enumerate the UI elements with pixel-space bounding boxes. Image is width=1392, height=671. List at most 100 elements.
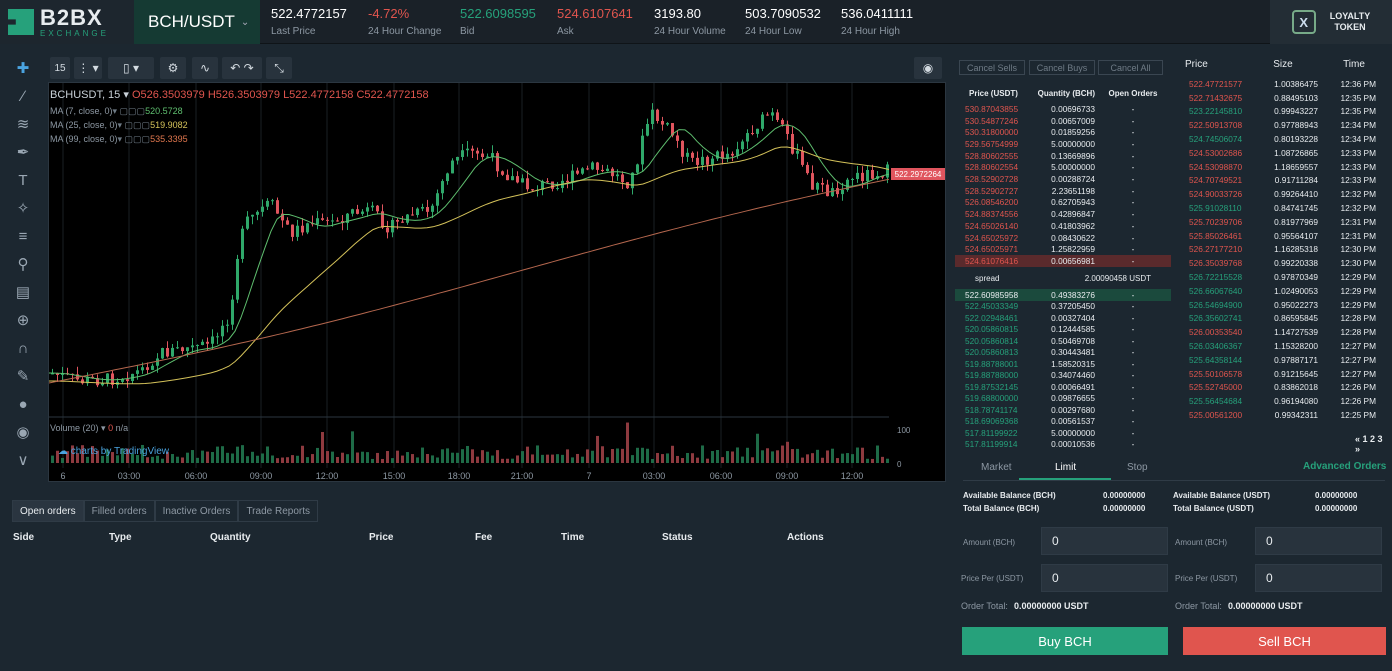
tab-trade-reports[interactable]: Trade Reports [238,500,318,522]
bid-row[interactable]: 522.60985958 0.49383276 - [955,289,1171,301]
tab-open-orders[interactable]: Open orders [12,500,84,522]
stat-4: 3193.80 24 Hour Volume [654,6,726,37]
ask-row[interactable]: 524.88374556 0.42896847 - [955,208,1171,220]
volume-bar [336,457,339,463]
interval-menu-icon[interactable]: ⋮ ▾ [74,57,102,79]
magnet-icon[interactable]: ∩ [17,339,29,357]
bid-row[interactable]: 519.88788001 1.58520315 - [955,358,1171,370]
tab-inactive-orders[interactable]: Inactive Orders [154,500,239,522]
candle-body [91,376,94,379]
buy-button[interactable]: Buy BCH [962,627,1168,655]
logo[interactable]: B2BX EXCHANGE [0,0,134,44]
bid-row[interactable]: 519.87532145 0.00066491 - [955,381,1171,393]
brush-icon[interactable]: ✒ [16,144,30,161]
ask-price: 528.52902728 [965,174,1019,185]
ma-menu-icon[interactable]: ▾ ▢▢▢ [117,119,151,130]
ask-row[interactable]: 524.65025972 0.08430622 - [955,232,1171,244]
sell-amount-input[interactable]: 0 [1255,527,1382,555]
camera-icon[interactable]: ◉ [914,57,942,79]
ask-row[interactable]: 528.52902727 2.23651198 - [955,185,1171,197]
tab-stop[interactable]: Stop [1127,462,1148,473]
bid-row[interactable]: 517.81199914 0.00010536 - [955,439,1171,451]
bid-row[interactable]: 520.05860814 0.50469708 - [955,335,1171,347]
candle-type-icon[interactable]: ▯ ▾ [108,57,154,79]
sell-button[interactable]: Sell BCH [1183,627,1386,655]
trade-price: 525.00561200 [1189,410,1243,421]
ask-row[interactable]: 530.87043855 0.00696733 - [955,103,1171,115]
volume-bar [206,451,209,463]
ma-menu-icon[interactable]: ▾ ▢▢▢ [117,133,151,144]
ask-row[interactable]: 528.52902728 0.00288724 - [955,173,1171,185]
trendline-icon[interactable]: ∕ [21,87,25,105]
trade-row: 526.54694900 0.95022273 12:29 PM [1175,298,1390,312]
bid-row[interactable]: 519.88788000 0.34074460 - [955,370,1171,382]
volume-bar [856,447,859,463]
cancel-sells-button[interactable]: Cancel Sells [959,60,1025,75]
buy-price-input[interactable]: 0 [1041,564,1168,592]
ask-row[interactable]: 530.54877246 0.00657009 - [955,115,1171,127]
tab-limit[interactable]: Limit [1055,462,1077,473]
buy-amount-input[interactable]: 0 [1041,527,1168,555]
spread-value: 2.00090458 USDT [1084,273,1151,283]
chevron-down-icon[interactable]: ▾ [123,89,129,101]
bid-row[interactable]: 518.69069368 0.00561537 - [955,416,1171,428]
indicator-icon[interactable]: ▤ [15,284,31,301]
ask-row[interactable]: 526.08546200 0.62705943 - [955,197,1171,209]
ask-row[interactable]: 530.31800000 0.01859256 - [955,126,1171,138]
ma-menu-icon[interactable]: ▾ ▢▢▢ [112,105,146,116]
interval-button[interactable]: 15 [50,57,70,79]
indicators-icon[interactable]: ∿ [192,57,218,79]
bid-row[interactable]: 518.78741174 0.00297680 - [955,404,1171,416]
ask-row[interactable]: 528.80602554 5.00000000 - [955,162,1171,174]
ask-row[interactable]: 524.61076416 0.00656981 - [955,255,1171,267]
pair-label: BCH/USDT [148,12,235,31]
candle-body [321,218,324,220]
ask-row[interactable]: 529.56754999 5.00000000 - [955,138,1171,150]
price-chart[interactable]: 522.2972264 100 0 6 03:00 06:00 09:00 12:00 15:0… [48,82,946,482]
volume-bar [106,449,109,463]
text-icon[interactable]: T [18,171,28,189]
brand-name: B2BX [40,4,103,30]
bid-row[interactable]: 519.68800000 0.09876655 - [955,393,1171,405]
bid-row[interactable]: 522.45033349 0.37205450 - [955,301,1171,313]
ask-row[interactable]: 524.65026140 0.41803962 - [955,220,1171,232]
volume-bar [461,449,464,463]
ask-row[interactable]: 528.80602555 0.13669896 - [955,150,1171,162]
bid-row[interactable]: 517.81199922 5.00000000 - [955,427,1171,439]
bid-price: 518.69069368 [965,416,1019,427]
eye-icon[interactable]: ◉ [16,424,30,441]
sell-price-input[interactable]: 0 [1255,564,1382,592]
collapse-icon[interactable]: ∨ [17,452,29,469]
zoom-icon[interactable]: ⊕ [16,312,30,329]
chart-canvas[interactable]: 522.2972264 100 0 6 03:00 06:00 09:00 12:00 15:0… [48,83,947,483]
bid-row[interactable]: 520.05860813 0.30443481 - [955,347,1171,359]
cancel-buys-button[interactable]: Cancel Buys [1029,60,1095,75]
lock-icon[interactable]: ● [18,395,28,413]
advanced-orders-link[interactable]: Advanced Orders [1303,461,1387,472]
measure-icon[interactable]: ⚲ [17,256,29,273]
cancel-all-button[interactable]: Cancel All [1098,60,1163,75]
bid-open: - [1131,427,1135,438]
settings-icon[interactable]: ⚙ [160,57,186,79]
undo-redo-icon[interactable]: ↶ ↷ [222,57,262,79]
tab-filled-orders[interactable]: Filled orders [83,500,155,522]
loyalty-token-button[interactable]: X LOYALTY TOKEN [1270,0,1392,44]
volume-bar [881,456,884,463]
pair-selector[interactable]: BCH/USDT ⌄ [134,0,260,44]
fullscreen-icon[interactable]: ⤡ [266,57,292,79]
bid-row[interactable]: 520.05860815 0.12444585 - [955,324,1171,336]
volume-bar [426,453,429,463]
pitchfork-icon[interactable]: ≋ [16,116,30,133]
pattern-icon[interactable]: ✧ [16,200,30,217]
lock-draw-icon[interactable]: ✎ [16,368,30,385]
stat-6: 536.0411111 24 Hour High [841,6,913,37]
crosshair-icon[interactable]: ✚ [16,60,30,77]
tab-market[interactable]: Market [981,462,1012,473]
trades-pager[interactable]: « 1 2 3 » [1355,434,1383,454]
candle-body [236,258,239,300]
bid-row[interactable]: 522.02948461 0.00327404 - [955,312,1171,324]
volume-bar [61,457,64,463]
fib-icon[interactable]: ≡ [18,227,28,245]
ask-row[interactable]: 524.65025971 1.25822959 - [955,243,1171,255]
ask-open: - [1131,103,1135,114]
